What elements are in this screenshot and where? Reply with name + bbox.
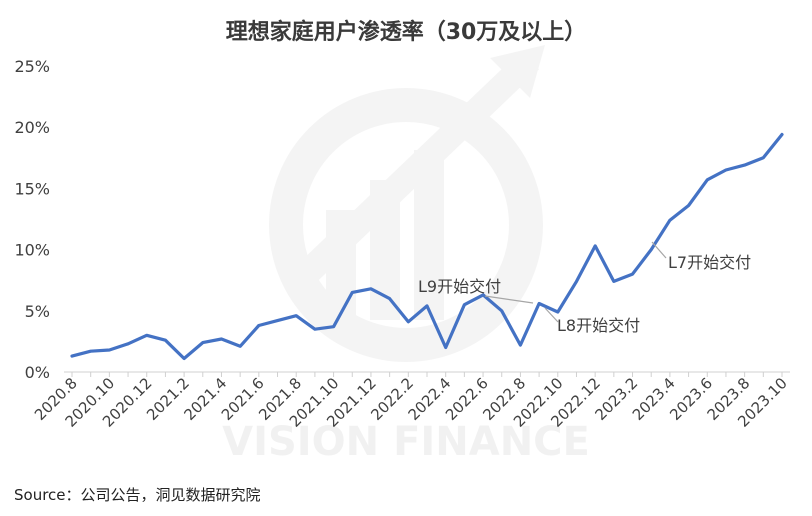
- annotation-label: L7开始交付: [668, 253, 751, 272]
- y-tick-label: 10%: [14, 241, 50, 260]
- annotation-leader-line: [544, 307, 559, 323]
- source-note: Source：公司公告，洞见数据研究院: [14, 486, 261, 504]
- annotation-label: L8开始交付: [557, 316, 640, 335]
- y-tick-label: 0%: [25, 363, 50, 382]
- y-tick-label: 20%: [14, 118, 50, 137]
- chart-title: 理想家庭用户渗透率（30万及以上）: [225, 20, 587, 45]
- y-tick-label: 25%: [14, 57, 50, 76]
- annotation-label: L9开始交付: [418, 277, 501, 296]
- y-tick-label: 5%: [25, 302, 50, 321]
- watermark-logo: [269, 45, 545, 362]
- watermark-text: VISION FINANCE: [222, 419, 590, 465]
- y-tick-label: 15%: [14, 179, 50, 198]
- penetration-series-line: [70, 132, 784, 361]
- annotation-leader-line: [651, 241, 667, 259]
- annotation-leader-line: [484, 295, 534, 304]
